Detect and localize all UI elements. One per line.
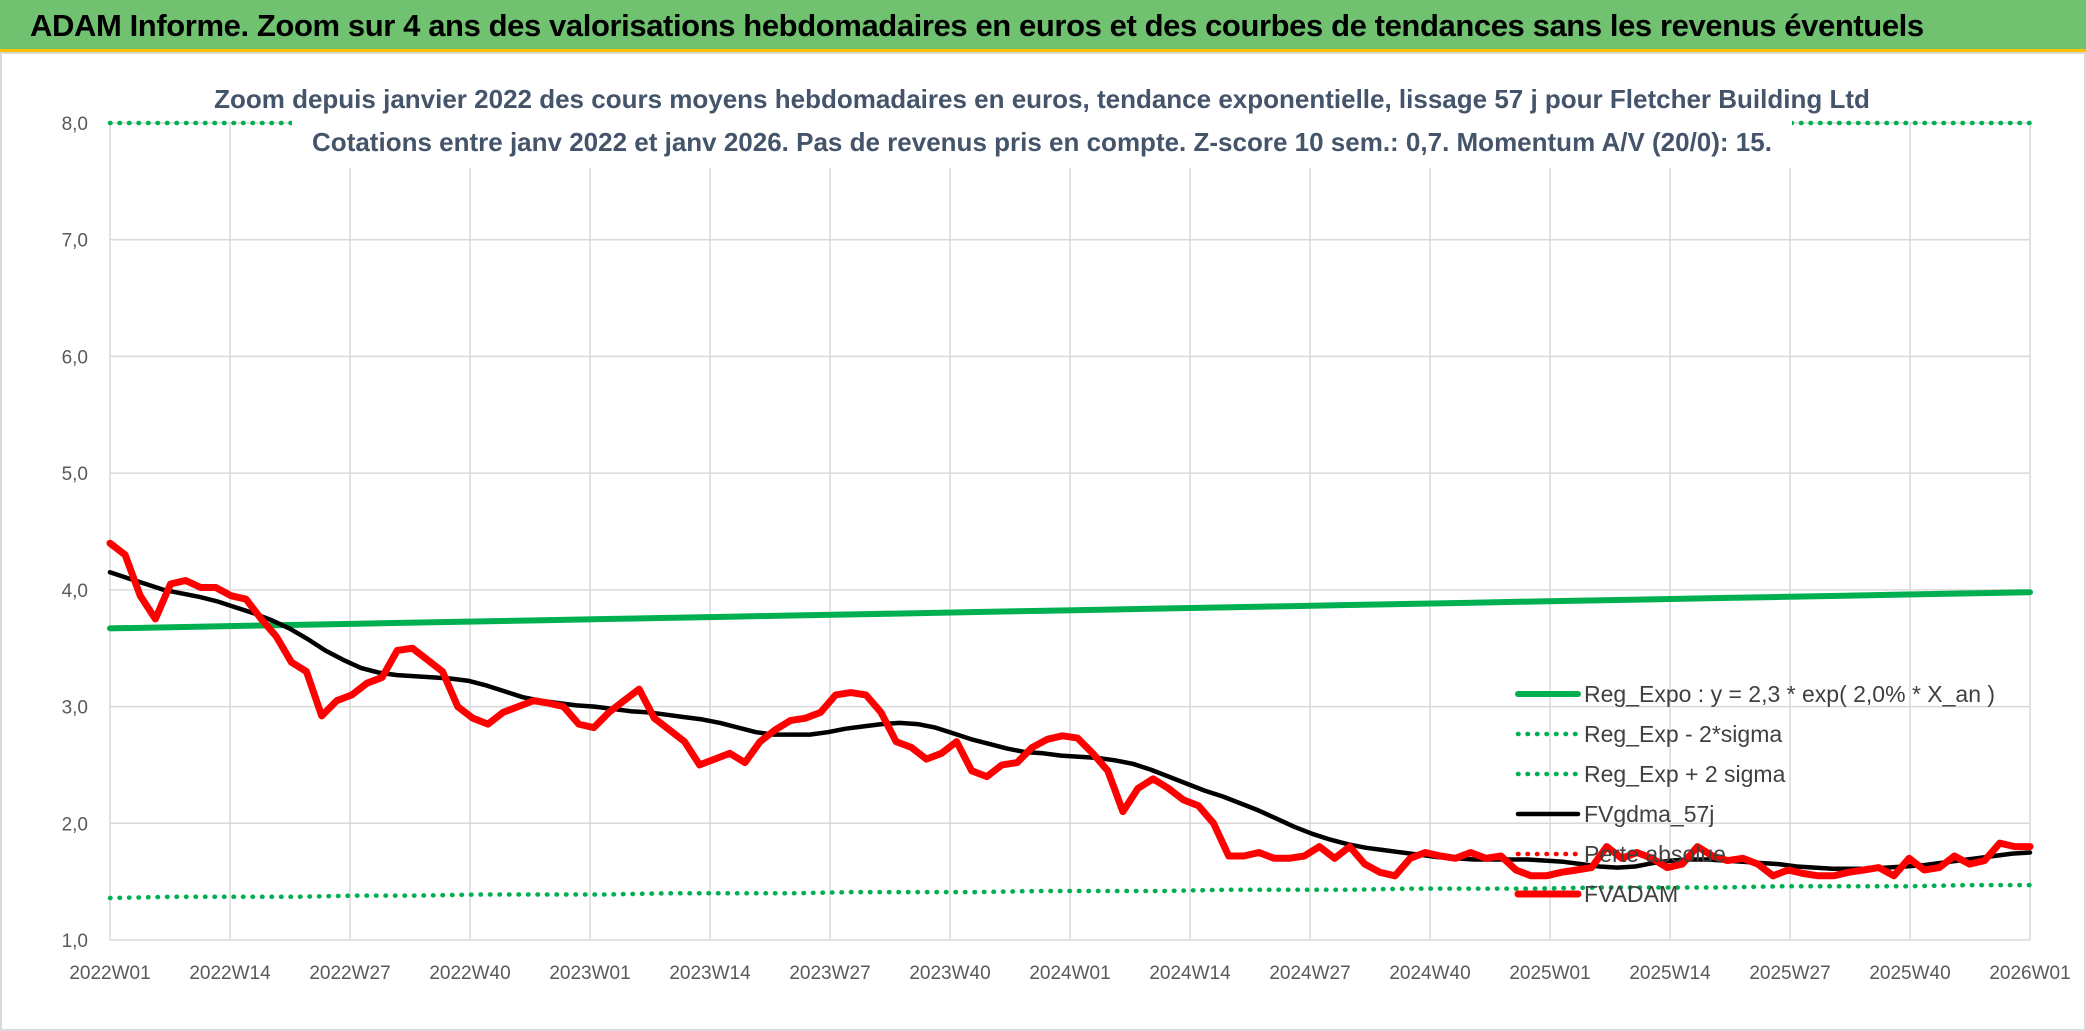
fvadam-line <box>106 539 2034 880</box>
y-tick-label: 4,0 <box>62 581 88 602</box>
x-tick-label: 2022W40 <box>429 963 510 984</box>
x-tick-label: 2023W27 <box>789 963 870 984</box>
legend-label: FVgdma_57j <box>1584 801 1714 827</box>
x-tick-label: 2022W14 <box>189 963 271 984</box>
x-tick-label: 2025W27 <box>1749 963 1830 984</box>
legend-label: Perte absolue <box>1584 841 1726 867</box>
x-tick-label: 2023W01 <box>549 963 630 984</box>
reg-exp-minus-2sigma-line <box>107 882 2033 901</box>
x-tick-label: 2023W14 <box>669 963 751 984</box>
title-background <box>292 78 1792 168</box>
report-banner: ADAM Informe. Zoom sur 4 ans des valoris… <box>0 0 2086 52</box>
x-tick-label: 2022W01 <box>69 963 150 984</box>
x-tick-label: 2025W14 <box>1629 963 1711 984</box>
x-tick-label: 2024W27 <box>1269 963 1350 984</box>
chart-subtitle: Cotations entre janv 2022 et janv 2026. … <box>312 127 1772 157</box>
y-tick-label: 2,0 <box>62 814 88 835</box>
y-tick-label: 1,0 <box>62 931 88 952</box>
y-tick-label: 8,0 <box>62 114 88 135</box>
x-tick-label: 2026W01 <box>1989 963 2070 984</box>
y-tick-label: 3,0 <box>62 698 88 719</box>
x-tick-label: 2023W40 <box>909 963 990 984</box>
report-title: ADAM Informe. Zoom sur 4 ans des valoris… <box>30 8 1924 43</box>
grid <box>109 122 2031 941</box>
y-tick-label: 5,0 <box>62 464 88 485</box>
x-tick-label: 2024W40 <box>1389 963 1470 984</box>
axis-ticks: 1,0 2,0 3,0 4,0 5,0 6,0 7,0 8,0 2022W01 2022W14 20… <box>62 114 2071 984</box>
x-tick-label: 2025W01 <box>1509 963 1590 984</box>
legend-label: Reg_Exp - 2*sigma <box>1584 721 1782 747</box>
fvgdma-line <box>107 570 2033 872</box>
x-tick-label: 2022W27 <box>309 963 390 984</box>
legend: Reg_Expo : y = 2,3 * exp( 2,0% * X_an ) R… <box>1514 681 1995 907</box>
series-layer <box>106 120 2034 901</box>
reg-expo-line <box>107 589 2033 632</box>
chart-title: Zoom depuis janvier 2022 des cours moyen… <box>214 84 1870 114</box>
x-tick-label: 2025W40 <box>1869 963 1950 984</box>
legend-label: FVADAM <box>1584 881 1678 907</box>
chart-frame <box>0 52 2086 1031</box>
x-tick-label: 2024W01 <box>1029 963 1110 984</box>
x-tick-label: 2024W14 <box>1149 963 1231 984</box>
y-tick-label: 6,0 <box>62 347 88 368</box>
legend-label: Reg_Exp + 2 sigma <box>1584 761 1786 787</box>
legend-label: Reg_Expo : y = 2,3 * exp( 2,0% * X_an ) <box>1584 681 1995 707</box>
y-tick-label: 7,0 <box>62 231 88 252</box>
